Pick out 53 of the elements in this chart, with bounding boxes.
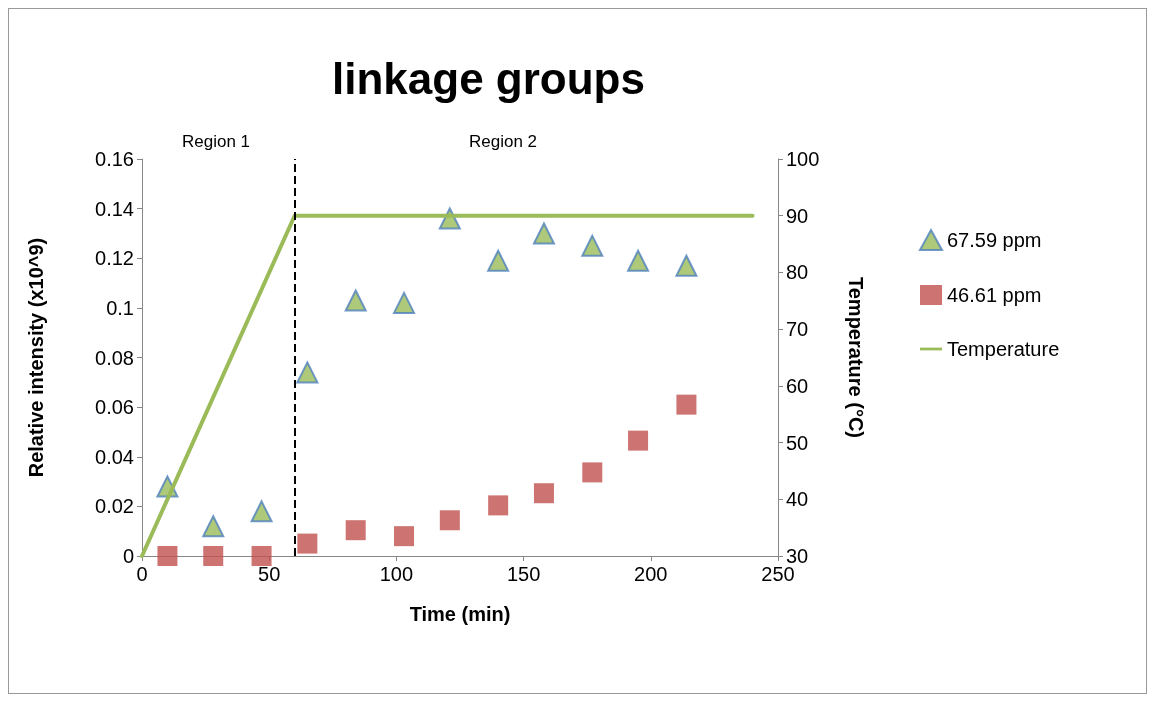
y-tick-label: 0.1 xyxy=(106,296,134,319)
legend-label: 46.61 ppm xyxy=(947,284,1042,306)
y-axis-title: Relative intensity (x10^9) xyxy=(25,237,47,478)
point xyxy=(157,546,178,566)
point xyxy=(676,394,697,415)
y-tick-label: 0.16 xyxy=(95,148,134,170)
point xyxy=(345,520,366,541)
y-tick-label: 0.02 xyxy=(95,495,134,518)
y-tick-label: 0.14 xyxy=(95,197,134,220)
x-tick-label: 200 xyxy=(634,563,668,585)
point xyxy=(250,500,273,523)
x-tick-label: 0 xyxy=(136,563,148,585)
point xyxy=(297,533,318,554)
text: Region 2 xyxy=(468,131,538,151)
y2-axis-title: Temperature (°C) xyxy=(845,277,867,438)
point xyxy=(344,289,367,312)
y2-tick-label: 80 xyxy=(786,261,809,284)
x-tick-label: 150 xyxy=(506,563,541,585)
x-tick-label: 100 xyxy=(379,563,414,585)
text: Region 1 xyxy=(181,131,251,151)
y2-tick-label: 40 xyxy=(786,488,809,511)
legend-label: Temperature xyxy=(947,338,1060,360)
y-tick-label: 0.08 xyxy=(95,346,134,369)
point xyxy=(582,462,603,483)
point xyxy=(251,546,272,566)
point xyxy=(675,254,698,277)
point xyxy=(203,546,224,566)
y-tick-label: 0.04 xyxy=(95,445,134,468)
point xyxy=(532,222,555,245)
x-axis-title: Time (min) xyxy=(409,603,511,625)
point xyxy=(296,361,319,384)
chart-title: linkage groups xyxy=(332,53,645,103)
point xyxy=(394,526,415,547)
y-tick-label: 0.12 xyxy=(95,247,134,270)
y-tick-label: 0.06 xyxy=(95,396,134,419)
y2-tick-label: 90 xyxy=(786,204,809,227)
point xyxy=(438,207,461,230)
point xyxy=(439,510,460,531)
point xyxy=(488,495,509,516)
x-tick-label: 50 xyxy=(258,563,281,585)
y-tick-label: 0 xyxy=(122,545,134,567)
point xyxy=(202,515,225,538)
y2-tick-label: 100 xyxy=(786,148,820,170)
point xyxy=(581,234,604,257)
point xyxy=(487,249,510,272)
point xyxy=(627,249,650,272)
legend-label: 67.59 ppm xyxy=(947,229,1042,251)
y2-tick-label: 70 xyxy=(786,318,809,341)
point xyxy=(393,291,416,314)
y2-tick-label: 50 xyxy=(786,431,809,454)
y2-tick-label: 60 xyxy=(786,374,809,397)
point xyxy=(628,430,649,451)
point xyxy=(533,483,554,504)
